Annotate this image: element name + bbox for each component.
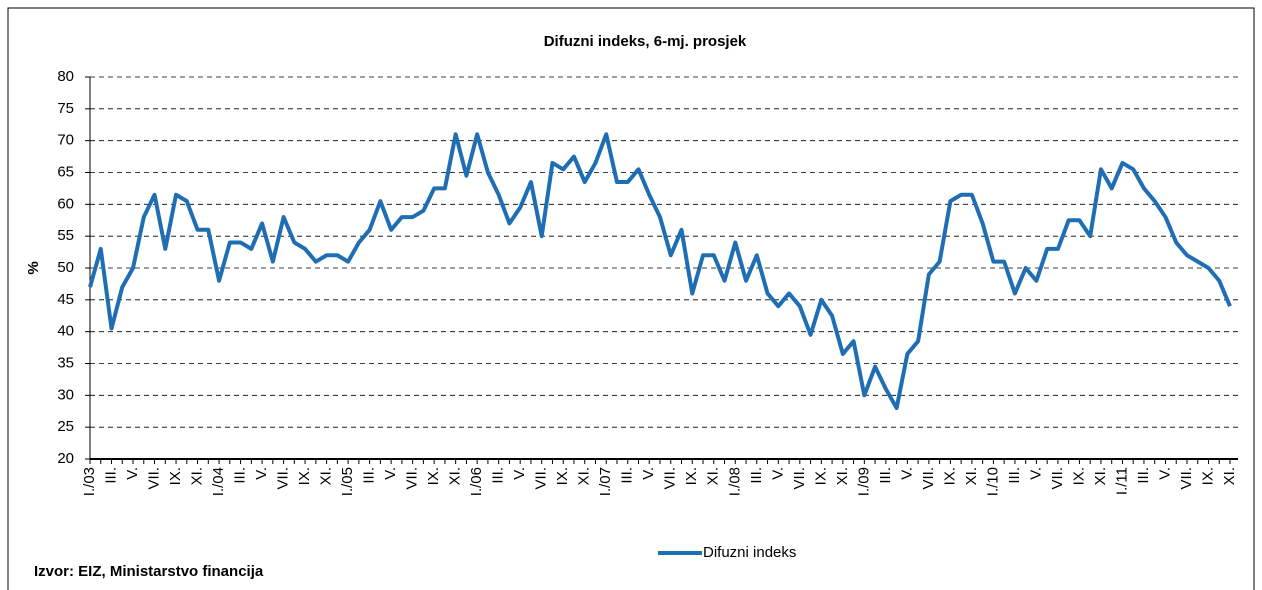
x-tick-label: XI. (963, 467, 980, 485)
x-tick-label: V. (511, 467, 528, 480)
x-tick-label: XI. (318, 467, 335, 485)
x-tick-label: XI. (447, 467, 464, 485)
x-tick-label: III. (232, 467, 249, 484)
x-tick-label: I./04 (210, 467, 227, 496)
x-tick-label: I./06 (468, 467, 485, 496)
y-tick-label: 70 (57, 132, 74, 149)
x-tick-label: V. (898, 467, 915, 480)
x-tick-label: XI. (1092, 467, 1109, 485)
x-tick-label: IX. (425, 467, 442, 485)
x-tick-label: III. (748, 467, 765, 484)
x-tick-label: VII. (1049, 467, 1066, 490)
x-tick-label: XI. (189, 467, 206, 485)
x-tick-label: IX. (941, 467, 958, 485)
x-tick-label: VII. (533, 467, 550, 490)
x-tick-label: VII. (662, 467, 679, 490)
data-line (88, 132, 1232, 411)
chart-title: Difuzni indeks, 6-mj. prosjek (544, 33, 747, 50)
x-tick-label: IX. (683, 467, 700, 485)
y-tick-label: 45 (57, 291, 74, 308)
x-tick-label: I./05 (339, 467, 356, 496)
x-tick-label: V. (124, 467, 141, 480)
y-tick-label: 25 (57, 418, 74, 435)
x-tick-label: V. (1156, 467, 1173, 480)
x-tick-label: XI. (705, 467, 722, 485)
x-tick-label: V. (1027, 467, 1044, 480)
y-tick-label: 75 (57, 100, 74, 117)
x-tick-label: I./09 (855, 467, 872, 496)
x-tick-label: III. (361, 467, 378, 484)
x-tick-label: I./03 (81, 467, 98, 496)
x-tick-label: IX. (1199, 467, 1216, 485)
y-tick-label: 40 (57, 323, 74, 340)
x-tick-label: III. (490, 467, 507, 484)
x-tick-label: VII. (404, 467, 421, 490)
y-tick-label: 55 (57, 227, 74, 244)
y-tick-label: 65 (57, 163, 74, 180)
source-note: Izvor: EIZ, Ministarstvo financija (34, 563, 264, 580)
x-tick-label: III. (877, 467, 894, 484)
chart-border (7, 7, 1255, 590)
y-tick-label: 60 (57, 195, 74, 212)
x-tick-label: VII. (920, 467, 937, 490)
legend-label: Difuzni indeks (703, 544, 796, 561)
x-tick-label: III. (619, 467, 636, 484)
x-tick-label: IX. (554, 467, 571, 485)
x-tick-label: I./07 (597, 467, 614, 496)
x-tick-label: VII. (145, 467, 162, 490)
x-tick-label: III. (1006, 467, 1023, 484)
x-tick-label: IX. (1070, 467, 1087, 485)
x-tick-label: XI. (576, 467, 593, 485)
x-tick-label: III. (1135, 467, 1152, 484)
x-tick-label: VII. (791, 467, 808, 490)
x-tick-label: XI. (834, 467, 851, 485)
x-tick-label: I./11 (1113, 467, 1130, 495)
y-tick-label: 80 (57, 68, 74, 85)
y-axis-label: % (25, 261, 42, 274)
y-tick-label: 35 (57, 354, 74, 371)
x-tick-label: VII. (275, 467, 292, 490)
y-tick-label: 20 (57, 450, 74, 467)
y-tick-label: 30 (57, 386, 74, 403)
x-tick-label: IX. (167, 467, 184, 485)
x-tick-label: IX. (296, 467, 313, 485)
x-tick-label: V. (382, 467, 399, 480)
x-tick-label: VII. (1178, 467, 1195, 490)
x-tick-label: I./08 (726, 467, 743, 496)
x-tick-label: XI. (1221, 467, 1238, 485)
x-tick-label: IX. (812, 467, 829, 485)
x-tick-label: I./10 (984, 467, 1001, 496)
y-tick-label: 50 (57, 259, 74, 276)
x-tick-label: V. (640, 467, 657, 480)
x-tick-label: V. (253, 467, 270, 480)
x-tick-label: V. (769, 467, 786, 480)
x-tick-label: III. (102, 467, 119, 484)
